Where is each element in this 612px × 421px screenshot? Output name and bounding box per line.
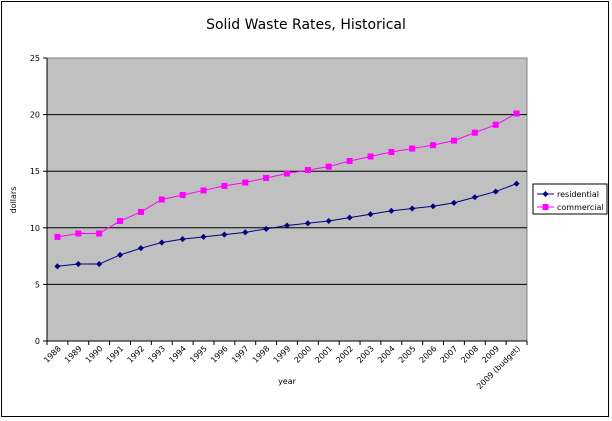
x-tick-label: 2001	[313, 344, 334, 365]
residential-point	[304, 220, 312, 227]
y-tick-label: 20	[30, 111, 40, 120]
residential-point	[471, 194, 478, 201]
x-tick-label: 1994	[167, 344, 188, 365]
y-tick-label: 10	[30, 224, 40, 233]
x-tick-label: 1995	[188, 344, 209, 365]
y-tick-label: 0	[35, 337, 40, 346]
residential-point	[346, 214, 353, 221]
line-chart: Solid Waste Rates, Historical 0 5 10 15 20 25…	[9, 17, 608, 391]
x-tick-label: 1998	[251, 344, 272, 365]
commercial-point	[430, 142, 437, 149]
x-tick-label: 1988	[42, 344, 63, 365]
commercial-point	[96, 230, 103, 237]
residential-point	[221, 231, 228, 238]
x-tick-label: 1997	[230, 344, 251, 365]
y-tick-label: 5	[35, 280, 40, 289]
residential-point	[388, 207, 395, 214]
x-axis-label: year	[278, 377, 297, 386]
residential-point	[158, 239, 165, 246]
legend-item-commercial: commercial	[537, 203, 604, 212]
commercial-point	[117, 218, 124, 225]
legend: residential commercial	[537, 190, 604, 212]
residential-point	[96, 260, 103, 268]
commercial-point	[137, 208, 144, 215]
residential-point	[513, 180, 520, 187]
residential-point	[242, 229, 249, 236]
residential-point	[283, 222, 291, 229]
x-tick-label: 1989	[63, 344, 84, 365]
commercial-point	[409, 145, 416, 152]
chart-title: Solid Waste Rates, Historical	[206, 17, 406, 33]
y-axis-ticks: 0 5 10 15 20 25	[30, 54, 47, 346]
residential-point	[75, 260, 82, 268]
x-tick-label: 2006	[418, 344, 439, 365]
commercial-point	[221, 182, 228, 189]
x-tick-label: 1992	[126, 344, 147, 365]
residential-point	[262, 225, 270, 233]
x-tick-label: 1990	[84, 344, 105, 365]
commercial-point	[304, 167, 311, 174]
x-tick-label: 2003	[355, 344, 376, 365]
residential-point	[200, 233, 207, 241]
commercial-point	[471, 129, 478, 136]
commercial-point	[450, 137, 457, 144]
x-tick-label: 2004	[376, 344, 397, 365]
residential-point	[429, 203, 437, 210]
x-tick-label: 1996	[209, 344, 230, 365]
x-tick-label: 2008	[459, 344, 480, 365]
series-residential	[54, 180, 520, 270]
x-tick-label: 1991	[105, 344, 126, 365]
legend-label: commercial	[557, 203, 604, 212]
commercial-point	[200, 187, 207, 194]
commercial-point	[492, 121, 499, 128]
residential-point	[116, 251, 124, 259]
x-tick-label: 2002	[334, 344, 355, 365]
residential-point	[367, 211, 374, 218]
y-tick-label: 25	[30, 54, 40, 63]
residential-point	[325, 217, 332, 225]
residential-point	[179, 235, 186, 243]
legend-swatch-marker	[542, 204, 549, 210]
plot-area	[46, 57, 528, 342]
legend-swatch-marker	[542, 190, 549, 198]
x-tick-label: 2005	[397, 344, 418, 365]
x-tick-label: 2007	[439, 344, 460, 365]
commercial-point	[346, 158, 353, 165]
residential-point	[450, 199, 458, 207]
commercial-point	[179, 191, 186, 198]
residential-point	[54, 263, 61, 270]
commercial-point	[513, 110, 520, 117]
legend-item-residential: residential	[537, 190, 599, 199]
commercial-point	[75, 230, 82, 237]
legend-label: residential	[557, 190, 599, 199]
residential-point	[137, 245, 145, 252]
commercial-point	[284, 170, 290, 177]
commercial-point	[242, 179, 249, 186]
commercial-point	[367, 153, 374, 160]
residential-point	[492, 188, 499, 195]
y-axis-label: dollars	[9, 187, 18, 214]
series-commercial	[54, 110, 520, 240]
residential-point	[409, 205, 416, 212]
x-tick-label: 1999	[272, 344, 293, 365]
commercial-point	[263, 174, 270, 181]
commercial-point	[325, 163, 332, 170]
commercial-point	[158, 196, 165, 203]
x-tick-label: 1993	[146, 344, 167, 365]
x-tick-label: 2000	[293, 344, 314, 365]
commercial-point	[54, 233, 61, 240]
series-layer	[54, 110, 520, 270]
commercial-point	[388, 148, 395, 155]
y-tick-label: 15	[30, 167, 40, 176]
